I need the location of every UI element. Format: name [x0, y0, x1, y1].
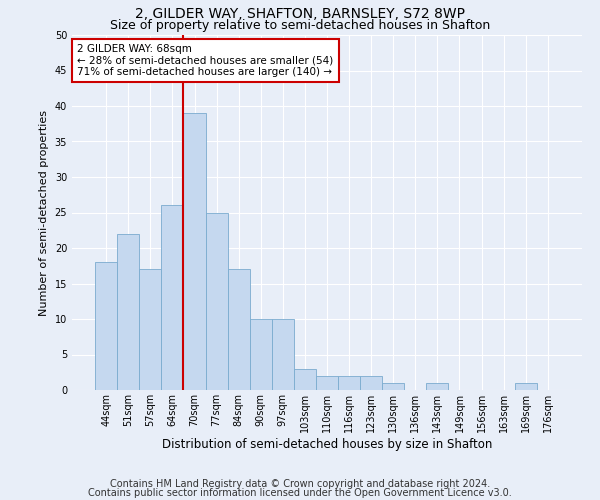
Bar — [227, 270, 250, 390]
Bar — [360, 376, 382, 390]
Text: Size of property relative to semi-detached houses in Shafton: Size of property relative to semi-detach… — [110, 18, 490, 32]
Bar — [206, 212, 227, 390]
Bar — [95, 262, 117, 390]
X-axis label: Distribution of semi-detached houses by size in Shafton: Distribution of semi-detached houses by … — [162, 438, 492, 450]
Bar — [294, 368, 316, 390]
Text: 2, GILDER WAY, SHAFTON, BARNSLEY, S72 8WP: 2, GILDER WAY, SHAFTON, BARNSLEY, S72 8W… — [135, 8, 465, 22]
Bar — [382, 383, 404, 390]
Text: 2 GILDER WAY: 68sqm
← 28% of semi-detached houses are smaller (54)
71% of semi-d: 2 GILDER WAY: 68sqm ← 28% of semi-detach… — [77, 44, 334, 77]
Bar — [427, 383, 448, 390]
Y-axis label: Number of semi-detached properties: Number of semi-detached properties — [39, 110, 49, 316]
Text: Contains HM Land Registry data © Crown copyright and database right 2024.: Contains HM Land Registry data © Crown c… — [110, 479, 490, 489]
Bar — [316, 376, 338, 390]
Bar — [338, 376, 360, 390]
Bar — [250, 319, 272, 390]
Bar — [515, 383, 537, 390]
Bar — [161, 206, 184, 390]
Bar — [139, 270, 161, 390]
Bar — [184, 113, 206, 390]
Bar — [117, 234, 139, 390]
Text: Contains public sector information licensed under the Open Government Licence v3: Contains public sector information licen… — [88, 488, 512, 498]
Bar — [272, 319, 294, 390]
